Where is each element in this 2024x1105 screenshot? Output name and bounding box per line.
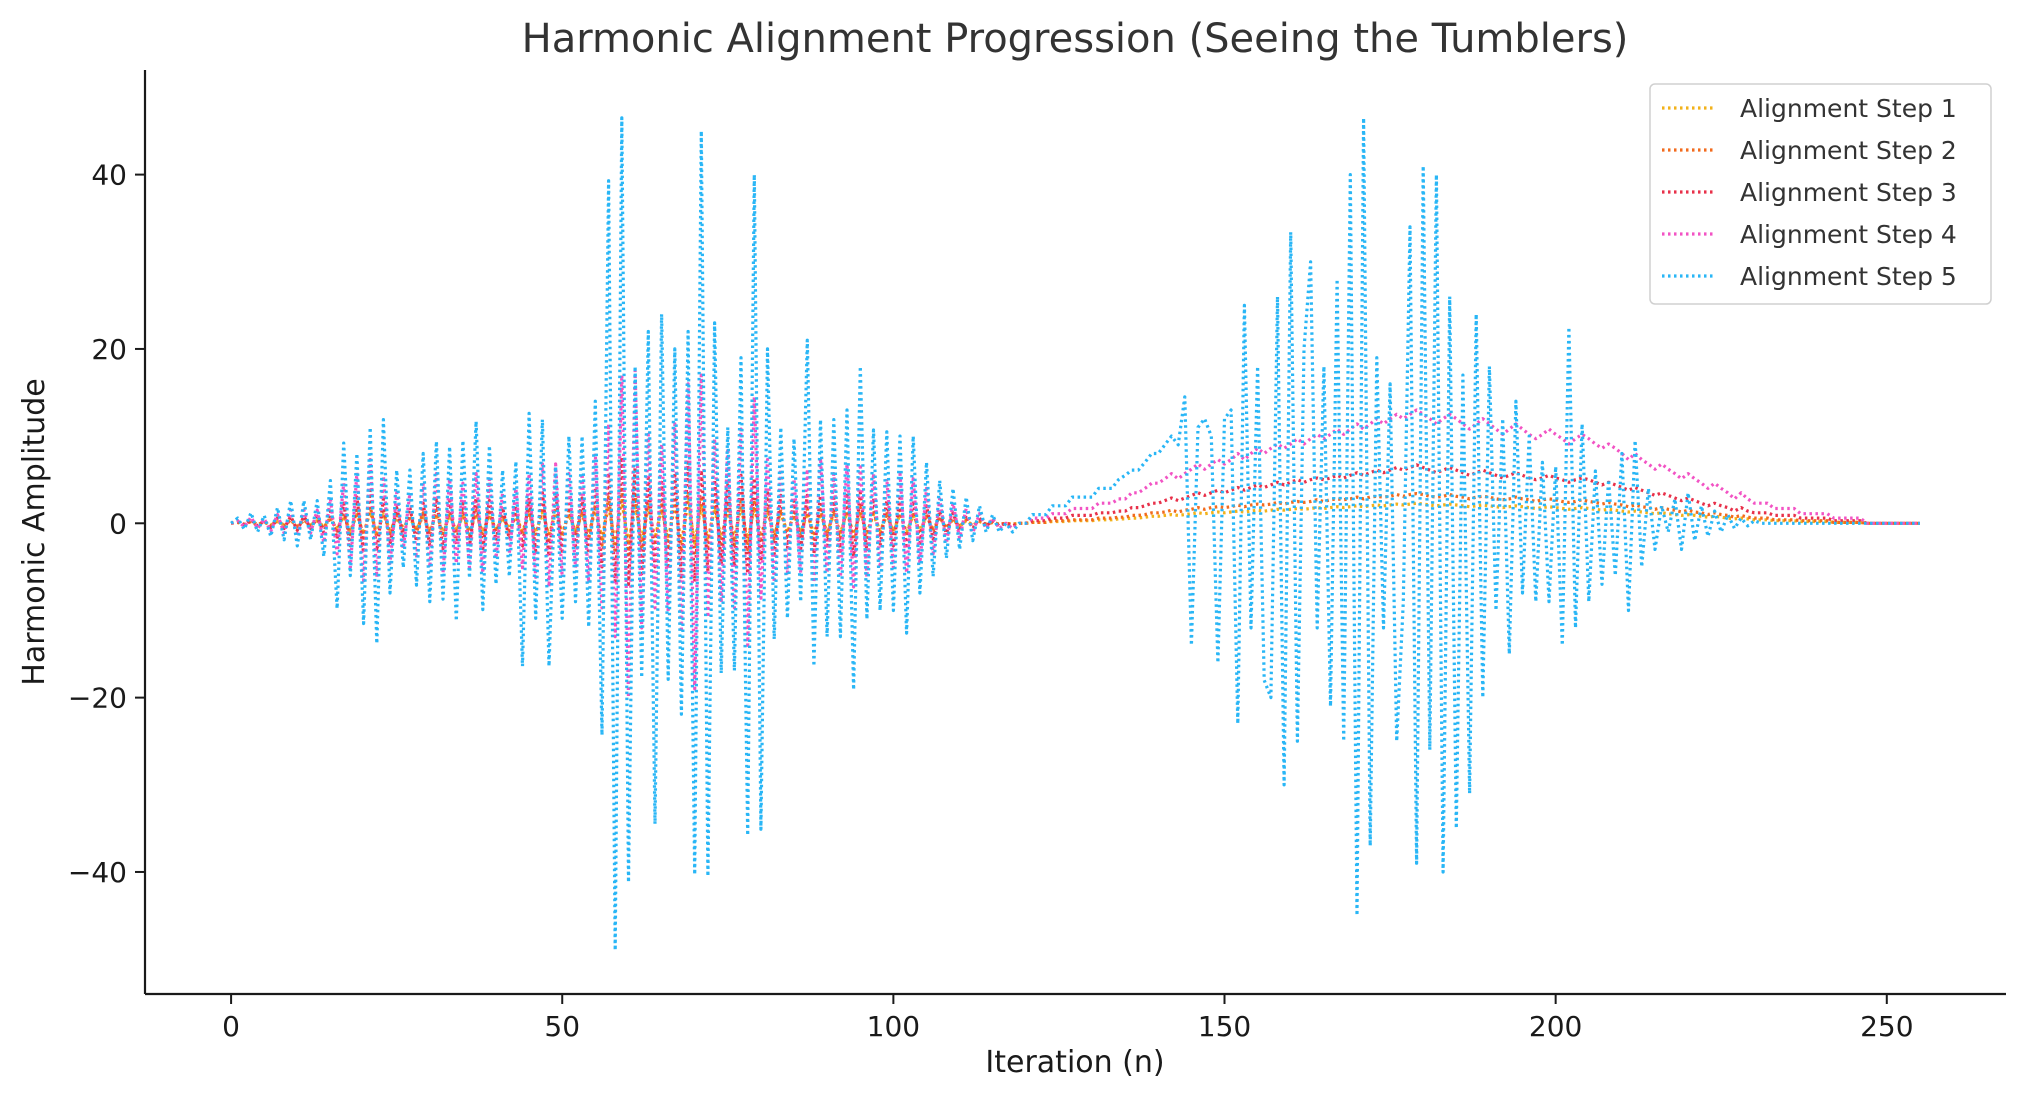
- series-line-step-4: [230, 369, 1920, 700]
- y-tick-label: 40: [91, 159, 127, 192]
- y-tick-label: −20: [68, 682, 127, 715]
- y-tick-label: −40: [68, 856, 127, 889]
- legend-label-step-2: Alignment Step 2: [1740, 136, 1957, 165]
- legend-label-step-3: Alignment Step 3: [1740, 178, 1957, 207]
- x-tick-label: 100: [867, 1010, 920, 1043]
- legend-label-step-4: Alignment Step 4: [1740, 220, 1957, 249]
- series-line-step-5: [230, 116, 1920, 953]
- x-tick-label: 50: [544, 1010, 580, 1043]
- y-tick-label: 0: [109, 507, 127, 540]
- legend-box: [1649, 83, 1992, 305]
- legend-label-step-5: Alignment Step 5: [1740, 262, 1957, 291]
- x-tick-label: 250: [1860, 1010, 1913, 1043]
- x-tick-label: 150: [1198, 1010, 1251, 1043]
- ticks: 0 50 100 150 200 250 −40 −20 0 20 40: [68, 159, 1914, 1043]
- chart-title: Harmonic Alignment Progression (Seeing t…: [522, 16, 1629, 62]
- x-axis-label: Iteration (n): [985, 1045, 1164, 1080]
- axes: [143, 70, 2006, 996]
- y-tick-label: 20: [91, 333, 127, 366]
- legend-label-step-1: Alignment Step 1: [1740, 94, 1957, 123]
- legend: Alignment Step 1 Alignment Step 2 Alignmen…: [1649, 83, 1992, 305]
- y-axis-label: Harmonic Amplitude: [17, 378, 52, 685]
- x-tick-label: 200: [1529, 1010, 1582, 1043]
- x-tick-label: 0: [222, 1010, 240, 1043]
- plot-area: [230, 116, 1920, 953]
- series-line-step-2: [230, 487, 1920, 557]
